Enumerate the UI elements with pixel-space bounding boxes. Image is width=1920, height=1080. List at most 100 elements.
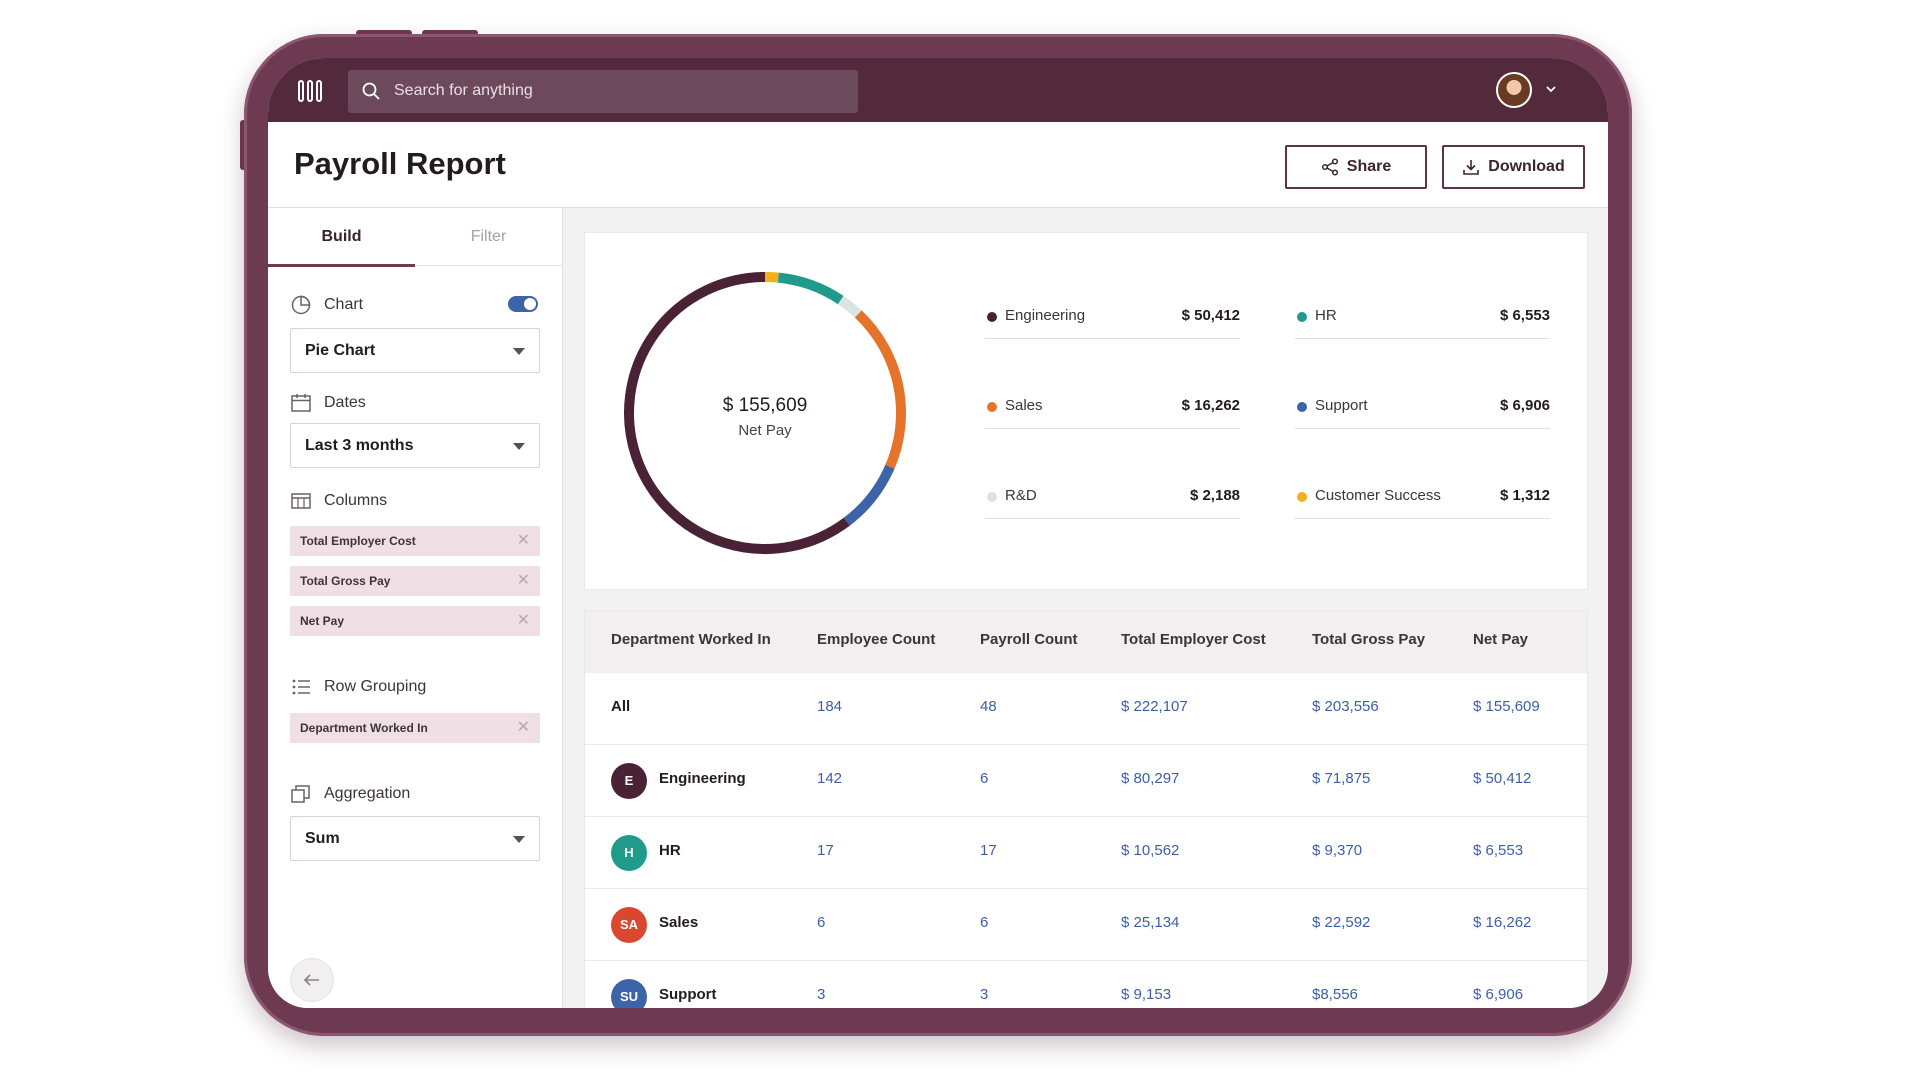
- legend-name: R&D: [1005, 487, 1037, 504]
- chip-label: Department Worked In: [300, 721, 428, 735]
- donut-slice-engineering[interactable]: [624, 272, 850, 554]
- chevron-down-icon[interactable]: [1544, 82, 1558, 96]
- remove-icon[interactable]: ✕: [516, 532, 530, 549]
- remove-icon[interactable]: ✕: [516, 719, 530, 736]
- chip-label: Net Pay: [300, 614, 345, 628]
- net-pay: $ 155,609: [1473, 698, 1540, 715]
- report-builder-sidebar: Build Filter Chart Pie Chart Dates Last …: [268, 208, 563, 1008]
- legend-item-customer-success: Customer Success $ 1,312: [1295, 479, 1550, 519]
- department-avatar: H: [611, 835, 647, 871]
- legend-dot: [1297, 312, 1307, 322]
- column-header[interactable]: Employee Count: [817, 631, 936, 648]
- donut-slice-support[interactable]: [843, 464, 895, 526]
- total-employer-cost: $ 25,134: [1121, 914, 1180, 931]
- caret-down-icon: [513, 348, 525, 355]
- tablet-top-button-2: [422, 30, 478, 36]
- table-row[interactable]: H HR 17 17 $ 10,562 $ 9,370 $ 6,553: [585, 817, 1587, 889]
- department-name: Sales: [659, 914, 699, 931]
- payroll-table: Department Worked In Employee Count Payr…: [584, 610, 1588, 1008]
- legend-dot: [1297, 402, 1307, 412]
- department-name: Engineering: [659, 770, 746, 787]
- search-placeholder: Search for anything: [394, 82, 533, 99]
- employee-count: 3: [817, 986, 826, 1003]
- share-button[interactable]: Share: [1285, 145, 1427, 189]
- column-header[interactable]: Total Employer Cost: [1121, 631, 1266, 648]
- legend-name: Support: [1315, 397, 1368, 414]
- legend-dot: [987, 402, 997, 412]
- donut-slice-hr[interactable]: [777, 272, 844, 305]
- column-chip-total-gross-pay[interactable]: Total Gross Pay ✕: [290, 566, 540, 596]
- legend-value: $ 6,553: [1499, 307, 1550, 324]
- total-employer-cost: $ 222,107: [1121, 698, 1188, 715]
- legend-dot: [987, 492, 997, 502]
- aggregation-section-label: Aggregation: [324, 785, 411, 802]
- download-icon: [1463, 160, 1480, 175]
- columns-icon: [291, 493, 311, 509]
- total-gross-pay: $ 71,875: [1312, 770, 1371, 787]
- active-tab-indicator: [268, 264, 415, 267]
- aggregation-select[interactable]: Sum: [290, 816, 540, 861]
- total-employer-cost: $ 9,153: [1121, 986, 1172, 1003]
- payroll-count: 48: [980, 698, 997, 715]
- search-input[interactable]: Search for anything: [348, 70, 858, 113]
- donut-total-value: $ 155,609: [722, 395, 808, 416]
- caret-down-icon: [513, 836, 525, 843]
- caret-down-icon: [513, 443, 525, 450]
- user-avatar[interactable]: [1496, 72, 1532, 108]
- column-header[interactable]: Department Worked In: [611, 631, 771, 648]
- row-grouping-chip-department[interactable]: Department Worked In ✕: [290, 713, 540, 743]
- dates-section-label: Dates: [324, 394, 366, 411]
- table-row[interactable]: E Engineering 142 6 $ 80,297 $ 71,875 $ …: [585, 745, 1587, 817]
- payroll-count: 6: [980, 914, 989, 931]
- collapse-sidebar-button[interactable]: [290, 958, 334, 1002]
- net-pay: $ 16,262: [1473, 914, 1532, 931]
- aggregation-icon: [291, 785, 310, 803]
- table-row[interactable]: SA Sales 6 6 $ 25,134 $ 22,592 $ 16,262: [585, 889, 1587, 961]
- department-name: All: [611, 698, 631, 715]
- legend-item-rnd: R&D $ 2,188: [985, 479, 1240, 519]
- calendar-icon: [291, 394, 311, 412]
- column-chip-net-pay[interactable]: Net Pay ✕: [290, 606, 540, 636]
- donut-slice-sales[interactable]: [854, 310, 906, 469]
- tab-filter[interactable]: Filter: [470, 228, 507, 245]
- chart-card: $ 155,609 Net Pay Engineering $ 50,412 H…: [584, 232, 1588, 590]
- chart-toggle[interactable]: [508, 296, 538, 312]
- list-icon: [292, 679, 310, 695]
- app-screen: Search for anything Payroll Report Share: [268, 58, 1608, 1008]
- column-header[interactable]: Payroll Count: [980, 631, 1078, 648]
- column-header[interactable]: Net Pay: [1473, 631, 1529, 648]
- tablet-top-button-1: [356, 30, 412, 36]
- download-label: Download: [1488, 158, 1565, 175]
- column-chip-total-employer-cost[interactable]: Total Employer Cost ✕: [290, 526, 540, 556]
- total-gross-pay: $8,556: [1312, 986, 1358, 1003]
- donut-total-label: Net Pay: [738, 422, 792, 439]
- department-avatar: E: [611, 763, 647, 799]
- payroll-count: 3: [980, 986, 989, 1003]
- chart-type-select[interactable]: Pie Chart: [290, 328, 540, 373]
- report-main: $ 155,609 Net Pay Engineering $ 50,412 H…: [563, 208, 1608, 1008]
- payroll-count: 6: [980, 770, 989, 787]
- app-logo-icon[interactable]: [298, 80, 326, 102]
- donut-slice-r-d[interactable]: [837, 295, 862, 318]
- donut-slice-customer-success[interactable]: [764, 272, 779, 283]
- column-header[interactable]: Total Gross Pay: [1312, 631, 1426, 648]
- legend-value: $ 16,262: [1181, 397, 1240, 414]
- date-range-select[interactable]: Last 3 months: [290, 423, 540, 468]
- chip-label: Total Employer Cost: [300, 534, 416, 548]
- tab-build[interactable]: Build: [321, 228, 362, 245]
- employee-count: 17: [817, 842, 834, 859]
- search-icon: [362, 82, 380, 100]
- chart-type-value: Pie Chart: [305, 342, 376, 359]
- total-employer-cost: $ 10,562: [1121, 842, 1180, 859]
- department-name: Support: [659, 986, 717, 1003]
- table-row[interactable]: SU Support 3 3 $ 9,153 $8,556 $ 6,906: [585, 961, 1587, 1008]
- total-gross-pay: $ 22,592: [1312, 914, 1371, 931]
- remove-icon[interactable]: ✕: [516, 612, 530, 629]
- department-avatar: SU: [611, 979, 647, 1008]
- remove-icon[interactable]: ✕: [516, 572, 530, 589]
- legend-dot: [987, 312, 997, 322]
- legend-name: Sales: [1005, 397, 1043, 414]
- table-row[interactable]: All 184 48 $ 222,107 $ 203,556 $ 155,609: [585, 673, 1587, 745]
- share-icon: [1321, 158, 1338, 176]
- download-button[interactable]: Download: [1442, 145, 1585, 189]
